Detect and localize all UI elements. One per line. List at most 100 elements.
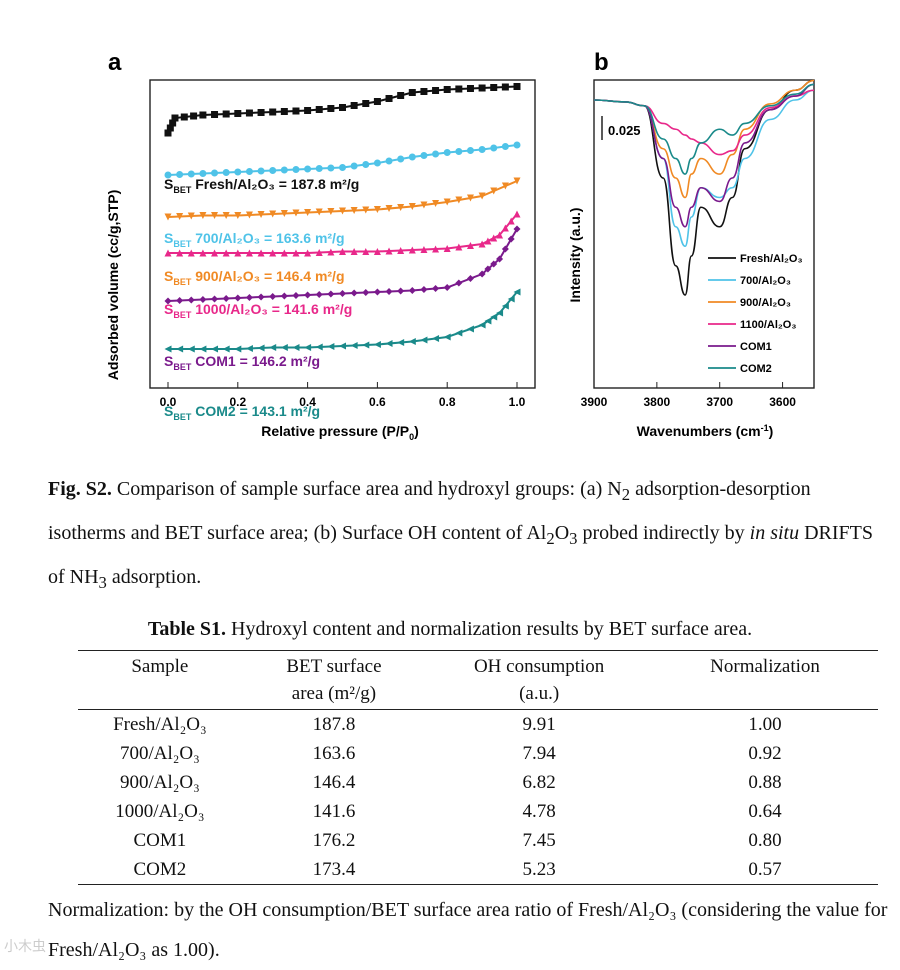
data-point — [420, 336, 428, 344]
data-point — [490, 313, 498, 321]
data-point — [222, 249, 230, 257]
data-point — [339, 164, 346, 171]
col-oh: OH consumption (a.u.) — [473, 656, 605, 704]
table-cell: 4.78 — [522, 801, 556, 822]
data-point — [339, 342, 346, 350]
data-point — [176, 297, 184, 304]
data-point — [420, 246, 428, 253]
x-tick-label-a: 0.8 — [439, 395, 456, 409]
data-point — [501, 143, 509, 150]
data-point — [478, 240, 486, 248]
data-point — [432, 200, 440, 207]
data-point — [455, 329, 463, 337]
data-point — [176, 213, 184, 220]
data-point — [245, 211, 253, 219]
data-point — [304, 249, 312, 257]
legend-label: COM2 — [740, 363, 772, 375]
table-cell: 187.8 — [312, 714, 356, 735]
data-point — [420, 286, 428, 293]
data-point — [280, 166, 288, 174]
data-point — [315, 106, 323, 113]
data-point — [234, 110, 242, 117]
data-point — [164, 129, 172, 137]
sbet-label: SBET 1000/Al₂O₃ = 141.6 m²/g — [164, 301, 352, 320]
data-point — [245, 345, 253, 352]
data-point — [466, 194, 474, 202]
data-point — [466, 147, 474, 154]
sbet-label: SBET COM2 = 143.1 m²/g — [164, 403, 320, 422]
data-point — [187, 170, 195, 178]
data-point — [199, 170, 207, 177]
data-point — [373, 206, 381, 213]
data-point — [350, 342, 358, 349]
data-point — [490, 234, 498, 242]
table-cell: 7.94 — [522, 743, 556, 764]
data-point — [373, 159, 381, 167]
table-row: Fresh/Al₂O₃ 187.8 9.91 1.00 — [78, 710, 878, 740]
x-tick-label-a: 0.4 — [299, 395, 316, 409]
data-point — [269, 344, 277, 351]
caption-text-1: Comparison of sample surface area and hy… — [111, 478, 622, 500]
caption-sub-1: 2 — [621, 485, 631, 504]
isotherm-line — [167, 228, 518, 302]
data-point — [257, 293, 265, 301]
table-cell: 6.82 — [522, 772, 556, 793]
data-point — [245, 109, 253, 117]
data-point — [164, 345, 172, 353]
table-cell: COM2 — [133, 859, 187, 880]
caption-text-5: DRIFTS of NH — [48, 522, 874, 588]
data-point — [496, 231, 504, 239]
data-point — [443, 245, 451, 252]
data-point — [362, 100, 370, 107]
data-point — [490, 260, 498, 268]
legend-label: 1100/Al₂O₃ — [740, 319, 796, 331]
data-point — [339, 207, 346, 215]
data-point — [222, 295, 230, 302]
data-point — [245, 294, 253, 301]
data-point — [466, 242, 474, 249]
data-point — [257, 344, 265, 352]
data-point — [257, 109, 265, 116]
x-axis-label-b: Wavenumbers (cm-1) — [637, 423, 774, 439]
table-label: Table S1. — [147, 618, 227, 640]
caption-label: Fig. S2. — [48, 478, 112, 500]
data-point — [513, 288, 521, 296]
table-cell: 0.57 — [748, 859, 782, 880]
data-point — [397, 287, 405, 295]
data-point — [339, 104, 346, 111]
isotherm-chart: a 0.0 0.2 0.4 0.6 0.8 1.0 SBET Fresh/Al₂O₃ = … — [105, 49, 536, 442]
data-point — [315, 249, 323, 256]
data-point — [222, 110, 230, 118]
data-point — [432, 245, 440, 253]
data-point — [478, 270, 486, 278]
data-point — [513, 210, 521, 218]
data-point — [443, 284, 451, 291]
data-point — [362, 341, 370, 349]
x-tick-label-a: 1.0 — [509, 395, 526, 409]
data-point — [166, 124, 174, 132]
data-point — [501, 182, 509, 190]
data-point — [478, 321, 486, 329]
data-point — [211, 212, 219, 219]
data-point — [501, 83, 509, 91]
data-point — [513, 83, 521, 90]
y-axis-label-b: Intensity (a.u.) — [567, 208, 583, 303]
data-point — [292, 166, 300, 173]
data-point — [385, 205, 393, 212]
data-point — [466, 275, 474, 282]
data-point — [269, 249, 277, 257]
table-cell: 700/Al₂O₃ — [119, 743, 200, 764]
data-point — [443, 149, 451, 156]
data-point — [455, 243, 463, 251]
data-point — [171, 114, 179, 122]
col-bet: BET surface area (m²/g) — [286, 656, 382, 704]
data-point — [385, 288, 393, 295]
caption-italic: in situ — [749, 522, 800, 544]
data-point — [496, 255, 504, 263]
isotherm-line — [167, 85, 518, 134]
data-point — [490, 187, 498, 195]
data-point — [304, 165, 312, 173]
data-point — [432, 150, 440, 158]
data-point — [443, 86, 451, 93]
data-point — [455, 196, 463, 204]
